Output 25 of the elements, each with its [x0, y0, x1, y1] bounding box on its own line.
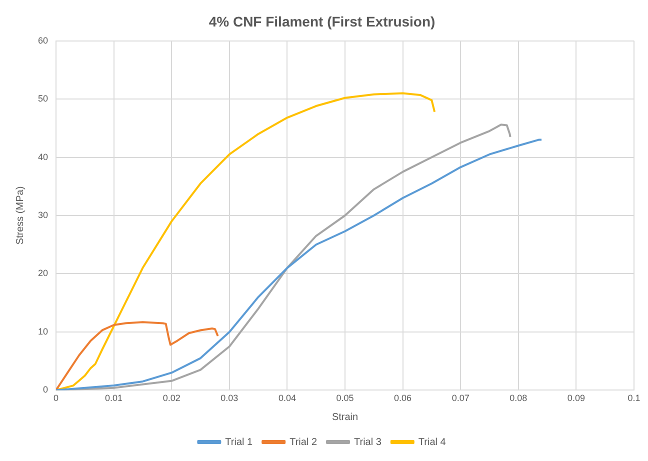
y-tick-label: 30 — [38, 210, 48, 220]
x-tick-label: 0.03 — [220, 393, 238, 404]
legend-label: Trial 3 — [354, 436, 382, 448]
x-tick-label: 0.1 — [628, 393, 640, 404]
y-tick-label: 50 — [38, 94, 48, 104]
legend-label: Trial 1 — [225, 436, 254, 448]
x-tick-label: 0.04 — [278, 393, 296, 404]
y-tick-label: 60 — [38, 35, 48, 46]
y-tick-label: 0 — [42, 384, 48, 395]
y-tick-label: 20 — [38, 268, 48, 278]
x-axis-title: Strain — [332, 412, 358, 423]
x-tick-label: 0.09 — [567, 393, 585, 404]
y-tick-label: 10 — [38, 326, 48, 336]
x-tick-label: 0 — [54, 393, 59, 404]
x-tick-label: 0.06 — [394, 393, 412, 404]
x-tick-label: 0.07 — [452, 393, 470, 404]
x-tick-label: 0.02 — [162, 393, 180, 404]
legend-label: Trial 4 — [418, 436, 446, 448]
x-tick-label: 0.01 — [105, 393, 123, 404]
chart-title: 4% CNF Filament (First Extrusion) — [208, 13, 436, 30]
legend-label: Trial 2 — [290, 436, 318, 448]
x-tick-label: 0.05 — [336, 393, 354, 404]
y-axis-title: Stress (MPa) — [14, 186, 26, 245]
y-tick-label: 40 — [38, 152, 48, 162]
x-tick-label: 0.08 — [510, 393, 528, 404]
